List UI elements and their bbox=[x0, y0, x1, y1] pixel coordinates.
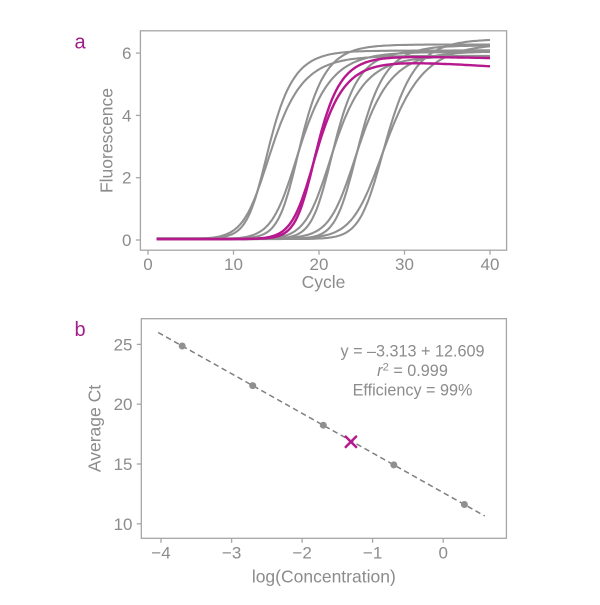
svg-text:r2 = 0.999: r2 = 0.999 bbox=[377, 362, 448, 381]
svg-text:Average Ct: Average Ct bbox=[85, 385, 105, 472]
svg-text:6: 6 bbox=[122, 44, 131, 63]
svg-text:Fluorescence: Fluorescence bbox=[97, 88, 117, 193]
svg-text:0: 0 bbox=[143, 255, 152, 274]
svg-text:−1: −1 bbox=[363, 544, 382, 563]
svg-text:log(Concentration): log(Concentration) bbox=[252, 567, 396, 587]
svg-text:−3: −3 bbox=[222, 544, 241, 563]
svg-text:30: 30 bbox=[395, 255, 414, 274]
svg-text:−2: −2 bbox=[292, 544, 311, 563]
svg-text:a: a bbox=[75, 32, 87, 54]
svg-text:25: 25 bbox=[114, 335, 133, 354]
svg-text:0: 0 bbox=[122, 231, 131, 250]
svg-text:20: 20 bbox=[114, 395, 133, 414]
svg-text:0: 0 bbox=[438, 544, 447, 563]
svg-text:Efficiency = 99%: Efficiency = 99% bbox=[353, 382, 473, 400]
svg-text:20: 20 bbox=[310, 255, 329, 274]
svg-text:4: 4 bbox=[122, 106, 131, 125]
svg-text:y = –3.313 + 12.609: y = –3.313 + 12.609 bbox=[340, 343, 484, 361]
svg-text:10: 10 bbox=[114, 515, 133, 534]
svg-text:10: 10 bbox=[224, 255, 243, 274]
svg-text:15: 15 bbox=[114, 455, 133, 474]
svg-text:Cycle: Cycle bbox=[302, 272, 346, 292]
svg-text:2: 2 bbox=[122, 169, 131, 188]
svg-text:b: b bbox=[75, 319, 86, 341]
svg-text:40: 40 bbox=[481, 255, 500, 274]
svg-text:−4: −4 bbox=[151, 544, 170, 563]
